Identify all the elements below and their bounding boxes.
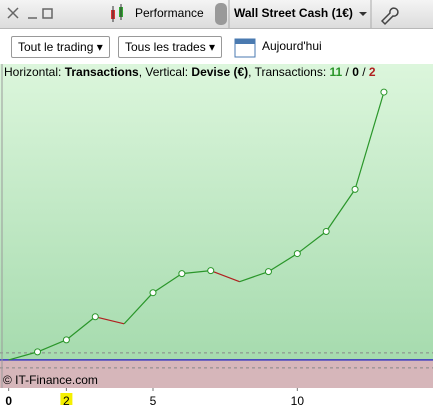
equity-segment xyxy=(296,231,327,255)
toolbar: Performance Wall Street Cash (1€) xyxy=(0,0,433,29)
v-label: , Vertical: xyxy=(138,65,192,79)
chart: 0 2 5 10 xyxy=(0,64,433,405)
close-icon[interactable] xyxy=(7,7,19,19)
equity-segment xyxy=(123,292,154,325)
trade-point xyxy=(322,228,330,236)
trade-point xyxy=(34,348,42,356)
equity-segment xyxy=(354,91,385,190)
trade-point xyxy=(91,313,99,321)
trade-point xyxy=(293,250,301,258)
scope-dropdown[interactable]: Tout le trading ▾ xyxy=(11,36,110,58)
equity-segment xyxy=(210,270,240,283)
chart-header: Horizontal: Transactions, Vertical: Devi… xyxy=(4,65,376,79)
trade-point xyxy=(149,289,157,297)
equity-segment xyxy=(8,351,38,361)
equity-segment xyxy=(152,273,183,294)
calendar-icon[interactable] xyxy=(234,36,258,60)
trade-point xyxy=(207,267,215,275)
trade-point xyxy=(62,336,70,344)
tick-highlight xyxy=(60,393,73,405)
trades-dropdown[interactable]: Tous les trades ▾ xyxy=(118,36,223,58)
trade-point xyxy=(380,88,388,96)
settings-icon[interactable] xyxy=(380,7,399,26)
x-tick-label: 10 xyxy=(291,394,305,405)
grip-icon xyxy=(215,3,227,25)
maximize-icon[interactable] xyxy=(42,8,53,19)
h-label: Horizontal: xyxy=(4,65,65,79)
losses: 2 xyxy=(368,65,376,79)
equity-segment xyxy=(325,189,356,232)
h-value: Transactions xyxy=(64,65,139,79)
v-value: Devise (€) xyxy=(191,65,249,79)
trade-point xyxy=(178,270,186,278)
scope-label: Tout le trading xyxy=(18,40,94,54)
loss-zone xyxy=(0,359,433,388)
equity-segment xyxy=(66,316,96,341)
date-label[interactable]: Aujourd'hui xyxy=(262,39,322,53)
trades-label: Tous les trades xyxy=(125,40,206,54)
equity-segment xyxy=(37,339,67,353)
candle-icon xyxy=(111,4,123,22)
equity-segment xyxy=(239,271,269,283)
sep: / xyxy=(342,65,353,79)
t-label: , Transactions: xyxy=(248,65,330,79)
x-tick-label: 2 xyxy=(63,394,70,405)
toolbar-icons: Performance Wall Street Cash (1€) xyxy=(7,0,399,28)
equity-segment xyxy=(268,253,298,273)
sep: / xyxy=(358,65,369,79)
wins: 11 xyxy=(329,65,343,79)
neutral: 0 xyxy=(352,65,359,79)
trade-point xyxy=(264,268,272,276)
equity-segment xyxy=(95,316,125,325)
plot-area xyxy=(0,64,433,360)
copyright: © IT-Finance.com xyxy=(3,373,98,387)
equity-segment xyxy=(181,270,211,275)
x-tick-label: 5 xyxy=(150,394,157,405)
trade-point xyxy=(351,185,359,193)
instrument-select[interactable]: Wall Street Cash (1€) xyxy=(234,6,353,20)
toolbar-title: Performance xyxy=(135,6,204,20)
x-tick-label: 0 xyxy=(5,394,12,405)
